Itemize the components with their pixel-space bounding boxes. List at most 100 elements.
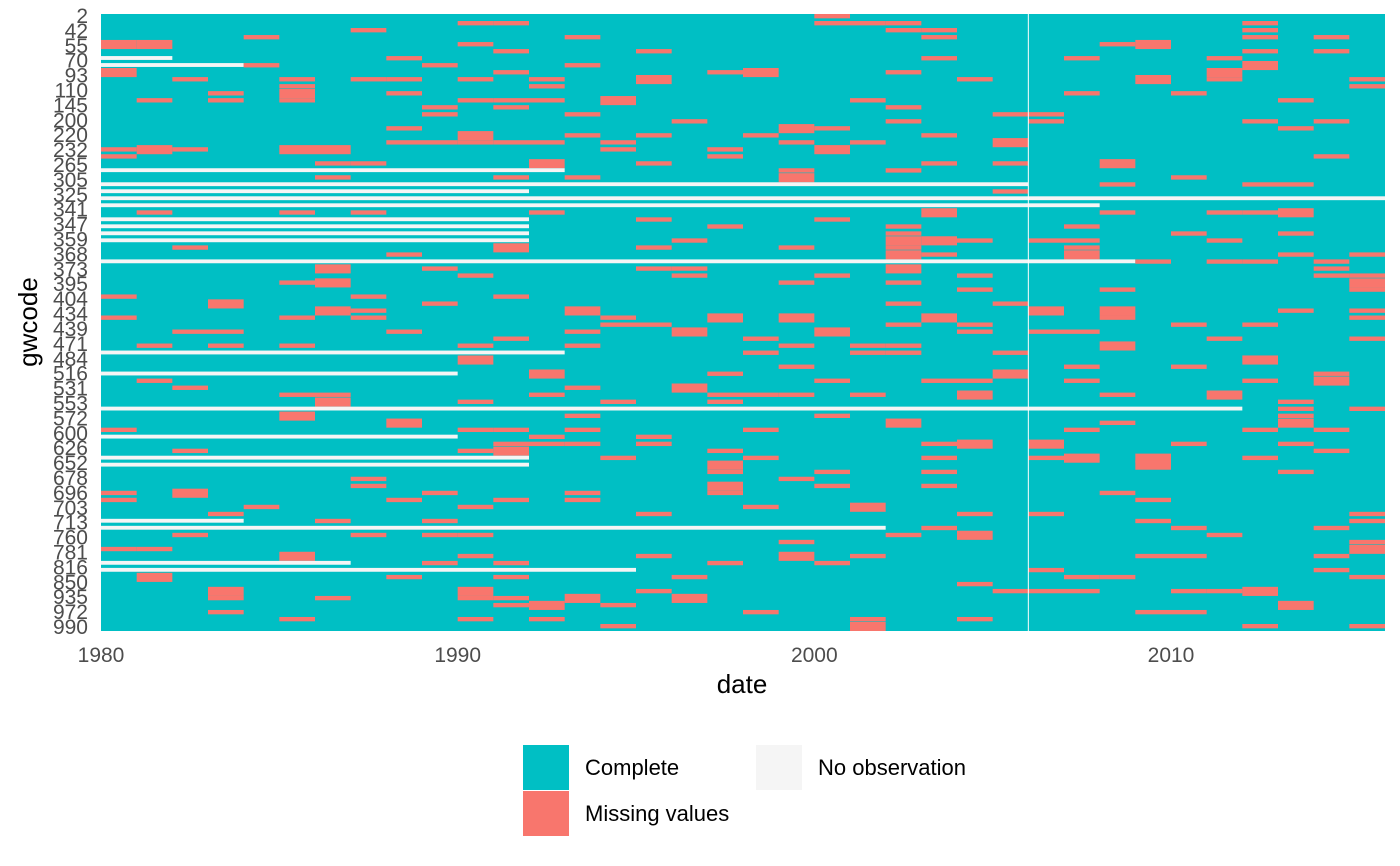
missing-value-cell [1313,259,1350,264]
missing-value-cell [1242,378,1278,383]
missing-value-cell [101,490,137,496]
y-tick-label: 816 [53,556,88,579]
missing-value-cell [1064,453,1100,463]
missing-value-cell [101,427,137,433]
missing-value-cell [422,490,458,496]
missing-value-cell [457,131,494,141]
missing-value-cell [885,301,922,306]
missing-value-cell [957,530,993,540]
missing-value-cell [814,483,850,489]
missing-value-cell [707,399,743,404]
y-tick-label: 439 [53,318,88,341]
y-tick-label: 990 [53,616,88,639]
missing-value-cell [386,56,422,61]
missing-value-cell [743,504,779,510]
missing-value-cell [671,238,708,243]
missing-value-cell [457,140,494,145]
missing-value-cell [208,586,244,596]
missing-value-cell [778,173,815,183]
missing-value-cell [1349,511,1385,517]
missing-value-cell [1313,154,1350,159]
missing-value-cell [814,21,850,26]
missing-value-cell [814,273,850,278]
missing-value-cell [564,35,601,40]
missing-value-cell [671,119,708,124]
missing-value-cell [1135,453,1171,463]
missing-value-cell [457,427,494,433]
missing-value-cell [814,217,850,222]
missing-value-cell [172,77,208,82]
missing-value-cell [636,511,672,517]
missing-value-cell [850,392,886,397]
missing-value-cell [957,616,993,622]
missing-value-cell [850,140,886,145]
missing-value-cell [208,91,244,96]
y-tick-label: 404 [53,288,88,311]
no-observation-cell [101,238,529,243]
missing-value-cell [992,189,1029,194]
missing-value-cell [529,441,565,447]
missing-value-cell [564,441,601,447]
missing-value-cell [885,418,922,428]
missing-value-cell [600,140,636,145]
missing-value-cell [850,553,886,559]
missing-value-cell [1206,77,1243,82]
missing-value-cell [315,175,351,180]
missing-value-cell [671,593,708,603]
missing-value-cell [315,161,351,166]
missing-value-cell [1242,427,1278,433]
y-tick-label: 220 [53,124,88,147]
legend-swatch-complete [523,745,569,790]
missing-value-cell [564,306,601,316]
missing-value-cell [885,280,922,285]
missing-value-cell [457,42,494,47]
missing-value-cell [1278,406,1314,411]
missing-value-cell [422,301,458,306]
missing-value-cell [957,238,993,243]
missing-value-cell [208,98,244,103]
no-observation-cell [101,462,529,467]
missing-value-cell [743,392,779,397]
missing-value-cell [1313,273,1350,278]
missing-value-cell [1135,497,1171,503]
missing-value-cell [136,546,173,552]
no-observation-cell [101,434,458,439]
missing-value-cell [636,441,672,447]
missing-value-cell [279,210,315,215]
missing-value-cell [1064,245,1100,250]
missing-value-cell [493,602,529,608]
missing-value-cell [1171,588,1207,594]
missing-value-cell [315,278,351,288]
no-observation-cell [101,217,529,222]
missing-value-cell [1099,574,1136,580]
x-tick-label: 1980 [78,644,125,667]
missing-value-cell [1028,112,1064,117]
missing-value-cell [136,145,173,155]
missing-value-cell [850,502,886,512]
missing-value-cell [1349,539,1385,545]
missing-value-cell [457,504,494,510]
missing-value-cell [885,350,922,355]
missing-value-cell [1313,119,1350,124]
missing-value-cell [208,609,244,615]
missing-value-cell [1313,448,1350,454]
missing-value-cell [350,315,387,320]
missing-value-cell [1349,623,1385,629]
no-observation-cell [101,350,565,355]
missing-value-cell [350,476,387,482]
missing-value-cell [1313,266,1350,271]
missing-value-cell [279,616,315,622]
missing-value-cell [636,434,672,440]
missing-value-cell [529,369,565,379]
missing-value-cell [243,504,280,510]
missing-value-cell [493,175,529,180]
missing-value-cell [564,413,601,418]
y-tick-label: 55 [65,35,88,58]
missing-value-cell [315,306,351,316]
missing-value-cell [529,600,565,610]
missing-value-cell [101,67,137,78]
missing-value-cell [1206,259,1243,264]
missing-value-cell [493,140,529,145]
missing-value-cell [743,350,779,355]
missing-value-cell [1028,119,1064,124]
